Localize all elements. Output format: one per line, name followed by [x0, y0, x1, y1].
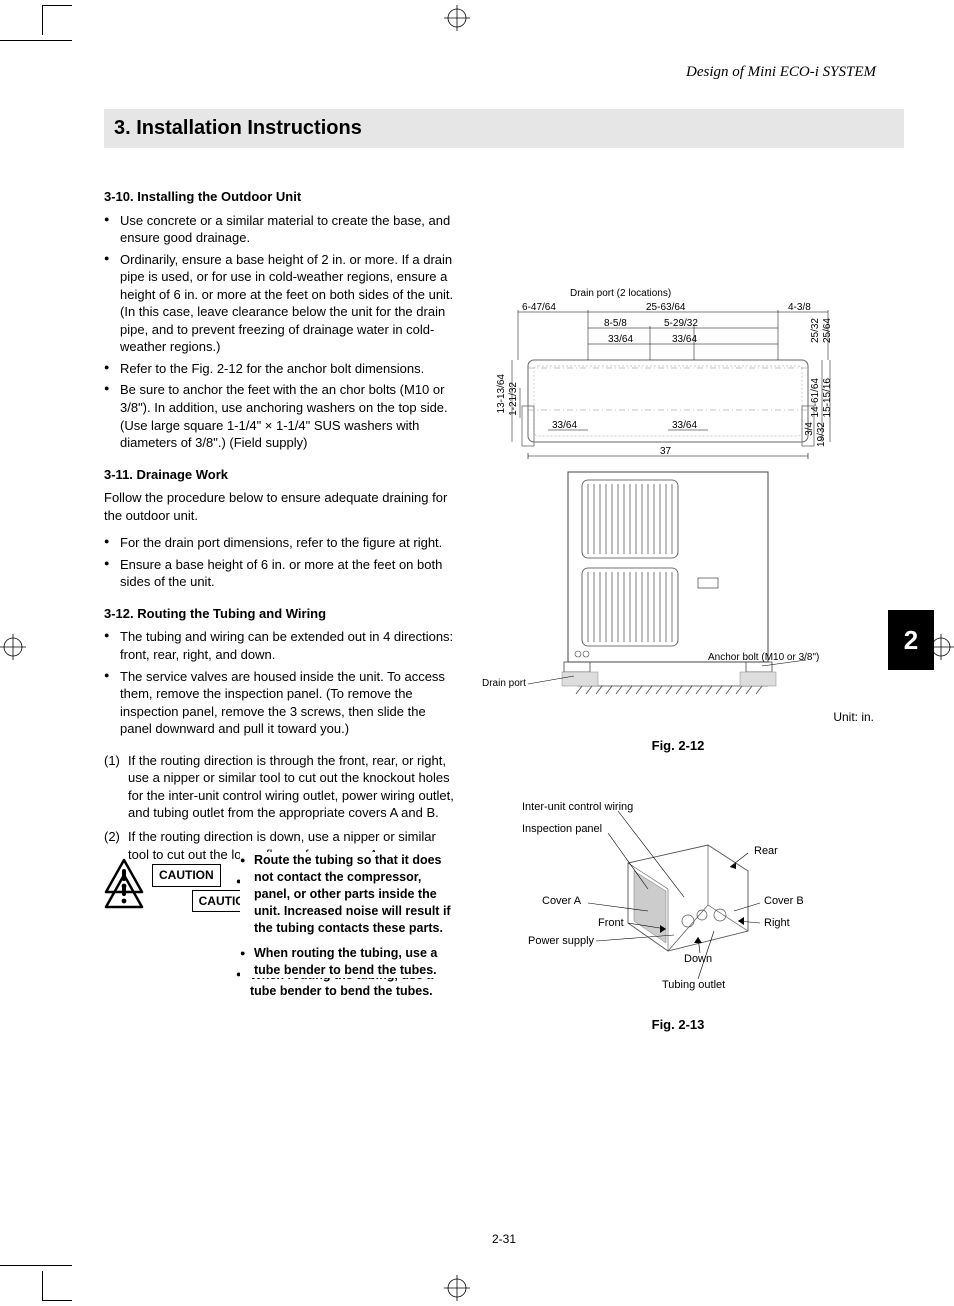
callout: Front — [598, 917, 624, 929]
callout: Right — [764, 917, 790, 929]
bullet-item: The service valves are housed inside the… — [120, 668, 454, 738]
chapter-title: 3. Installation Instructions — [104, 109, 904, 148]
bullet-item: Ordinarily, ensure a base height of 2 in… — [120, 251, 454, 356]
callout: Rear — [754, 845, 778, 857]
caution-item: ●When routing the tubing, use a tube ben… — [254, 945, 454, 979]
section-heading-312: 3-12. Routing the Tubing and Wiring — [104, 605, 454, 623]
paragraph: Follow the procedure below to ensure ade… — [104, 489, 454, 524]
bullet-item: For the drain port dimensions, refer to … — [120, 534, 454, 552]
dim-label: Anchor bolt (M10 or 3/8") — [708, 652, 819, 663]
section-heading-311: 3-11. Drainage Work — [104, 466, 454, 484]
dim-label: 33/64 — [608, 334, 633, 345]
unit-label: Unit: in. — [478, 710, 878, 724]
figure-212: Drain port (2 locations) 6-47/64 25-63/6… — [478, 288, 868, 708]
dim-label: Drain port (2 locations) — [570, 288, 671, 299]
dim-label: 8-5/8 — [604, 318, 627, 329]
bullet-item: Use concrete or a similar material to cr… — [120, 212, 454, 247]
bullet-list: For the drain port dimensions, refer to … — [104, 534, 454, 591]
text-column: 3-10. Installing the Outdoor Unit Use co… — [104, 188, 454, 1032]
callout: Tubing outlet — [662, 979, 725, 991]
figure-caption: Fig. 2-12 — [478, 738, 878, 753]
dim-label: 25/32 — [810, 318, 821, 343]
dim-label: 25-63/64 — [646, 302, 685, 313]
figure-212-svg — [478, 288, 868, 708]
bullet-list: The tubing and wiring can be extended ou… — [104, 628, 454, 737]
caution-item: ●Route the tubing so that it does not co… — [254, 852, 454, 936]
bullet-item: The tubing and wiring can be extended ou… — [120, 628, 454, 663]
caution-label: CAUTION — [152, 864, 221, 886]
dim-label: 6-47/64 — [522, 302, 556, 313]
dim-label: 13-13/64 — [496, 374, 507, 413]
dim-label: 1-21/32 — [508, 382, 519, 416]
crop-mark — [42, 5, 72, 35]
registration-mark-icon — [444, 1275, 470, 1301]
dim-label: 19/32 — [816, 422, 827, 447]
dim-label: 25/64 — [822, 318, 833, 343]
section-heading-310: 3-10. Installing the Outdoor Unit — [104, 188, 454, 206]
registration-mark-icon — [0, 634, 26, 660]
numbered-list: (1)If the routing direction is through t… — [104, 752, 454, 863]
bullet-list: Use concrete or a similar material to cr… — [104, 212, 454, 452]
callout: Down — [684, 953, 712, 965]
callout: Cover B — [764, 895, 804, 907]
callout: Power supply — [528, 935, 594, 947]
bullet-item: Ensure a base height of 6 in. or more at… — [120, 556, 454, 591]
figure-column: Drain port (2 locations) 6-47/64 25-63/6… — [478, 188, 878, 1032]
dim-label: 33/64 — [672, 420, 697, 431]
caution-text: ●Route the tubing so that it does not co… — [240, 852, 454, 978]
numbered-item: (1)If the routing direction is through t… — [128, 752, 454, 822]
callout: Inter-unit control wiring — [522, 801, 633, 813]
crop-mark — [42, 1271, 72, 1301]
dim-label: 33/64 — [672, 334, 697, 345]
callout: Cover A — [542, 895, 581, 907]
dim-label: Drain port — [482, 678, 526, 689]
bullet-item: Be sure to anchor the feet with the an c… — [120, 381, 454, 451]
callout: Inspection panel — [522, 823, 602, 835]
registration-mark-icon — [444, 5, 470, 31]
figure-213: Inter-unit control wiring Inspection pan… — [498, 793, 828, 1003]
crop-mark — [0, 40, 72, 41]
dim-label: 14-61/64 — [810, 378, 821, 417]
dim-label: 37 — [660, 446, 671, 457]
figure-caption: Fig. 2-13 — [478, 1017, 878, 1032]
caution-icon — [104, 858, 144, 899]
bullet-item: Refer to the Fig. 2-12 for the anchor bo… — [120, 360, 454, 378]
crop-mark — [0, 1265, 72, 1266]
running-head: Design of Mini ECO-i SYSTEM — [104, 64, 876, 81]
dim-label: 3/4 — [804, 422, 815, 436]
section-tab: 2 — [888, 610, 934, 670]
dim-label: 5-29/32 — [664, 318, 698, 329]
dim-label: 15-15/16 — [822, 378, 833, 417]
dim-label: 33/64 — [552, 420, 577, 431]
page-number: 2-31 — [104, 1232, 904, 1246]
dim-label: 4-3/8 — [788, 302, 811, 313]
